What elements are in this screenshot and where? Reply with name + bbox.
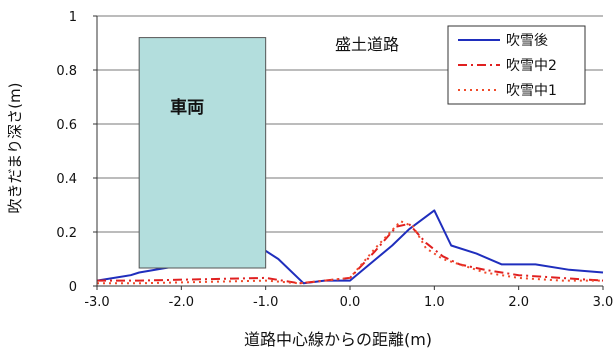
y-tick-labels: 0 0.2 0.4 0.6 0.8 1 xyxy=(56,10,97,295)
y-tick-label: 0.8 xyxy=(56,64,77,79)
series-line xyxy=(97,222,604,285)
x-tick-label: -2.0 xyxy=(169,295,194,310)
x-tick-label: -3.0 xyxy=(84,295,109,310)
x-tick-label: 0.0 xyxy=(340,295,361,310)
x-tick-label: 1.0 xyxy=(424,295,445,310)
y-tick-label: 0.2 xyxy=(56,226,77,241)
vehicle-label: 車両 xyxy=(170,97,204,118)
series-line xyxy=(97,220,603,285)
chart-annotation: 盛土道路 xyxy=(335,35,399,54)
y-tick-label: 0 xyxy=(69,280,77,295)
y-tick-label: 0.4 xyxy=(56,172,77,187)
x-tick-labels: -3.0 -2.0 -1.0 0.0 1.0 2.0 3.0 xyxy=(84,286,613,310)
x-tick-label: 3.0 xyxy=(593,295,614,310)
legend-label: 吹雪中2 xyxy=(506,58,557,74)
x-tick-label: 2.0 xyxy=(508,295,529,310)
legend-label: 吹雪後 xyxy=(506,33,548,49)
x-tick-label: -1.0 xyxy=(253,295,278,310)
y-axis-label: 吹きだまり深さ(m) xyxy=(6,82,24,213)
legend-label: 吹雪中1 xyxy=(506,83,557,99)
y-tick-label: 0.6 xyxy=(56,118,77,133)
y-tick-label: 1 xyxy=(69,10,77,25)
x-axis-label: 道路中心線からの距離(m) xyxy=(244,330,432,349)
vehicle-box xyxy=(138,37,267,269)
